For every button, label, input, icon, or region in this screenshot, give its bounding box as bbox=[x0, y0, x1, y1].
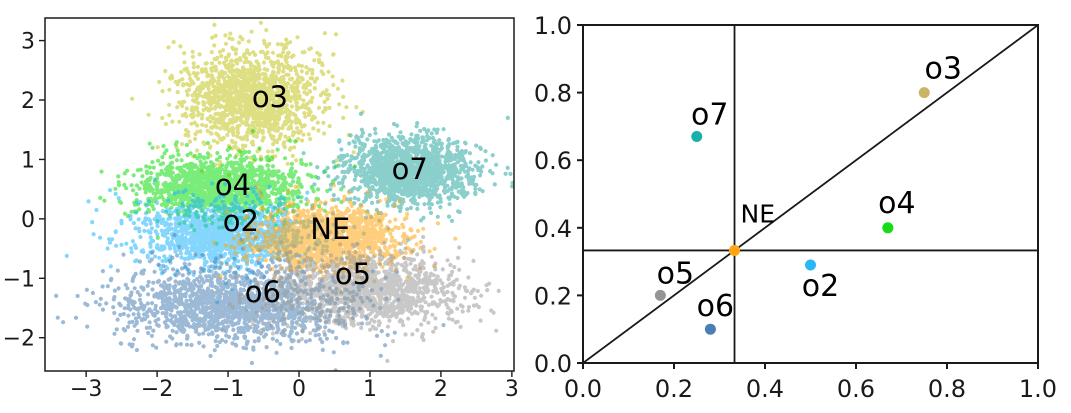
right-plot-y-tick-label: 0.0 bbox=[535, 350, 572, 378]
left-plot-cluster-label-o3: o3 bbox=[252, 80, 288, 114]
right-plot-x-tick-label: 0.2 bbox=[655, 375, 693, 403]
right-plot-point-o3 bbox=[918, 87, 930, 99]
right-plot-point-label-o2: o2 bbox=[802, 269, 839, 304]
right-plot-point-label-NE: NE bbox=[741, 199, 776, 228]
left-plot-x-tick-label: 1 bbox=[363, 377, 377, 402]
right-plot-x-tick-label: 0.4 bbox=[746, 375, 784, 403]
right-plot-y-tick-label: 0.2 bbox=[535, 282, 572, 310]
left-plot-cluster-label-o5: o5 bbox=[335, 257, 371, 291]
left-plot-y-tick-label: 2 bbox=[21, 89, 35, 114]
right-plot-identity-diagonal-line bbox=[583, 25, 1038, 363]
left-plot-x-tick-label: 2 bbox=[434, 377, 448, 402]
left-plot-y-tick-label: 1 bbox=[21, 148, 35, 173]
left-plot-y-tick-label: 0 bbox=[21, 208, 35, 233]
right-plot-point-label-o3: o3 bbox=[925, 52, 962, 87]
right-plot-y-tick-label: 0.8 bbox=[535, 80, 572, 108]
right-plot-x-tick-label: 0.0 bbox=[564, 375, 602, 403]
left-plot-cluster-label-o4: o4 bbox=[215, 168, 251, 202]
right-plot-point-o2 bbox=[805, 259, 816, 271]
left-plot-y-tick-label: −2 bbox=[3, 327, 35, 352]
right-plot-x-tick-label: 0.6 bbox=[837, 375, 875, 403]
right-plot-y-tick-label: 0.4 bbox=[535, 215, 572, 243]
left-plot-x-tick-label: −3 bbox=[70, 377, 102, 402]
right-plot-x-tick-label: 1.0 bbox=[1019, 375, 1057, 403]
right-plot-point-NE bbox=[729, 244, 741, 256]
right-plot-x-tick-label: 0.8 bbox=[928, 375, 966, 403]
left-plot-x-tick-label: −1 bbox=[212, 377, 244, 402]
right-plot-point-label-o4: o4 bbox=[878, 186, 915, 221]
left-plot-cluster-label-o6: o6 bbox=[245, 275, 281, 309]
left-plot-cluster-label-o2: o2 bbox=[223, 204, 259, 238]
left-plot-cluster-o5-points bbox=[219, 234, 501, 363]
right-plot-y-tick-label: 0.6 bbox=[535, 147, 572, 175]
right-plot-point-o5 bbox=[654, 289, 666, 301]
left-plot-x-tick-label: 3 bbox=[505, 377, 519, 402]
left-plot-axes-spines bbox=[44, 17, 515, 372]
right-plot-point-o7 bbox=[691, 131, 703, 143]
right-plot-point-label-o6: o6 bbox=[697, 289, 734, 324]
left-plot-x-tick-label: 0 bbox=[292, 377, 306, 402]
left-plot-x-tick-label: −2 bbox=[141, 377, 173, 402]
left-plot-cluster-label-NE: NE bbox=[310, 212, 350, 246]
right-plot-point-label-o7: o7 bbox=[691, 98, 728, 133]
left-plot-y-tick-label: −1 bbox=[3, 267, 35, 292]
right-plot-point-label-o5: o5 bbox=[657, 256, 694, 291]
right-plot-y-tick-label: 1.0 bbox=[535, 12, 572, 40]
left-plot-cluster-o3-points bbox=[130, 20, 365, 189]
right-plot-point-o4 bbox=[882, 222, 894, 234]
right-plot-axes-spines bbox=[582, 24, 1039, 364]
left-plot-y-tick-label: 3 bbox=[21, 30, 35, 55]
left-plot-cluster-label-o7: o7 bbox=[392, 152, 428, 186]
left-plot-cluster-o7-points bbox=[301, 111, 514, 231]
right-plot-point-o6 bbox=[704, 323, 716, 335]
